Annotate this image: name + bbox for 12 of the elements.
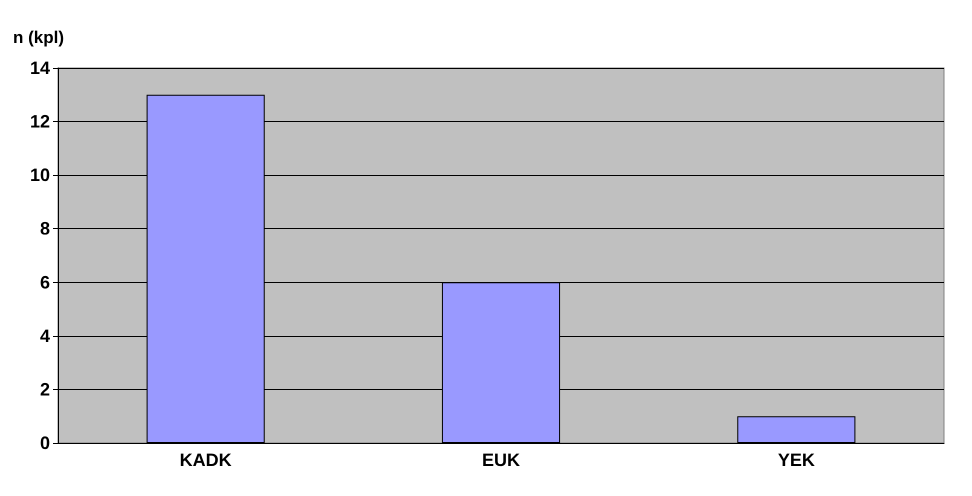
y-tick-label: 2 <box>40 379 50 400</box>
y-axis-title: n (kpl) <box>13 28 64 47</box>
y-tick-label: 4 <box>40 326 50 346</box>
x-tick-label: YEK <box>778 450 815 470</box>
y-tick-label: 6 <box>40 272 50 292</box>
y-tick-label: 12 <box>30 112 50 132</box>
y-tick-label: 0 <box>40 433 50 453</box>
x-tick-label: EUK <box>482 450 520 470</box>
y-tick-label: 8 <box>40 218 50 239</box>
y-tick-label: 14 <box>30 58 50 78</box>
x-tick-label: KADK <box>180 450 232 470</box>
y-tick-label: 10 <box>30 165 50 186</box>
